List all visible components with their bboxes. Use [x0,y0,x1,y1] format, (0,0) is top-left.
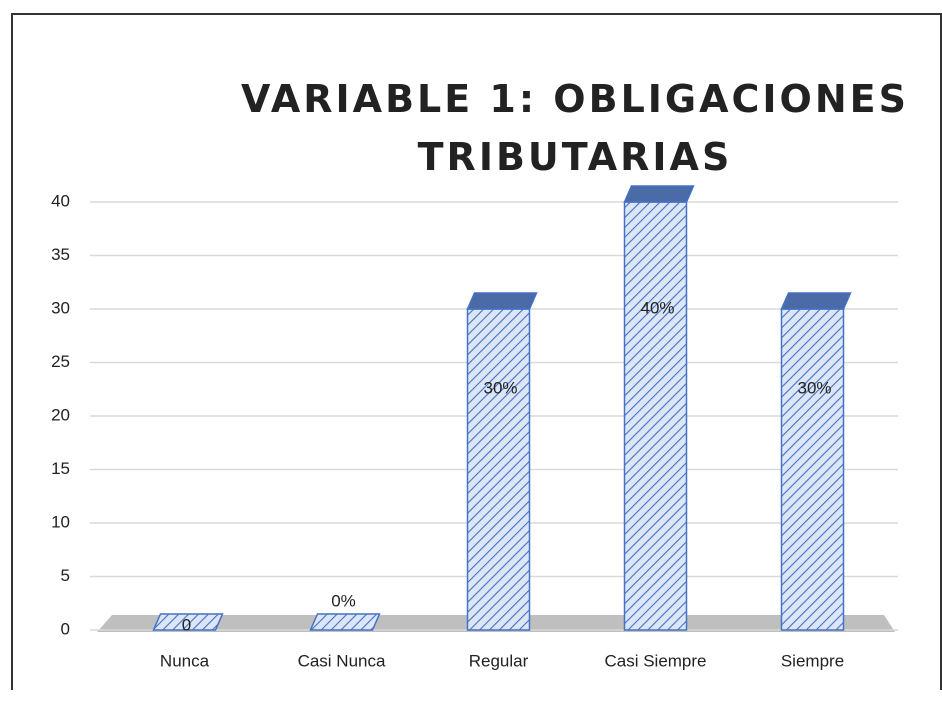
bar [780,292,852,631]
x-tick-label: Regular [469,651,529,670]
bar [623,185,695,631]
y-tick-label: 20 [51,405,70,424]
data-label: 40% [640,298,674,317]
bar [152,613,224,631]
data-label: 30% [797,379,831,398]
y-tick-label: 0 [61,619,70,638]
y-tick-label: 15 [51,459,70,478]
bar-top [309,613,381,631]
frame [11,13,942,690]
bar [309,613,381,631]
y-tick-label: 10 [51,512,70,531]
y-tick-label: 5 [61,566,70,585]
y-tick-label: 40 [51,191,70,210]
data-label: 0% [331,591,356,610]
bar-top [466,292,538,310]
y-tick-label: 25 [51,352,70,371]
bar-front [623,201,688,631]
y-tick-label: 35 [51,245,70,264]
title-box: VARIABLE 1: OBLIGACIONES TRIBUTARIAS [241,77,909,179]
chart-title: VARIABLE 1: OBLIGACIONES TRIBUTARIAS [241,77,909,179]
x-tick-label: Casi Nunca [298,651,386,670]
y-tick-label: 30 [51,298,70,317]
data-label: 30% [483,379,517,398]
bar-top [623,185,695,203]
x-tick-label: Nunca [160,651,210,670]
data-label: 0 [182,615,191,634]
x-tick-label: Siempre [781,651,844,670]
bar-front [466,308,531,631]
bar-top [152,613,224,631]
x-tick-label: Casi Siempre [604,651,706,670]
bar-front [780,308,845,631]
bar-top [780,292,852,310]
bar [466,292,538,631]
